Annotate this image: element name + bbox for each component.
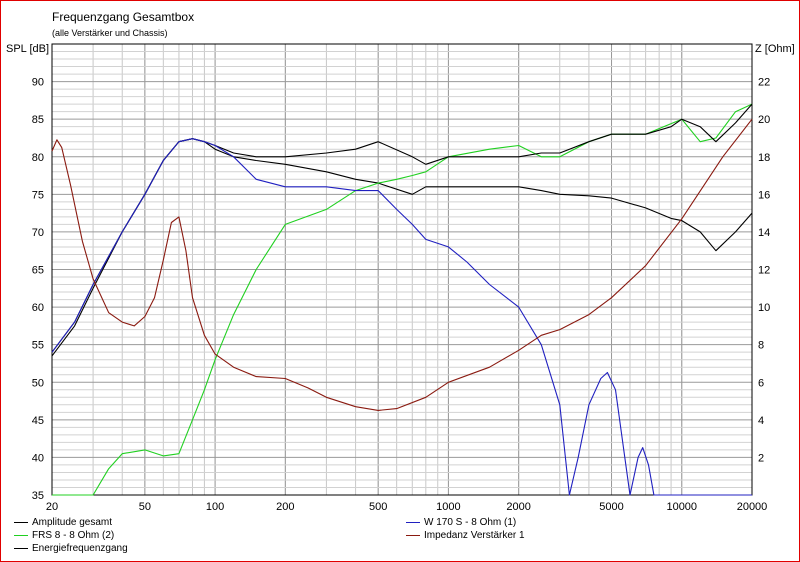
y-right-tick-label: 16	[758, 189, 770, 201]
y-right-tick-label: 6	[758, 377, 764, 389]
y-left-tick-label: 75	[32, 189, 44, 201]
chart-subtitle: (alle Verstärker und Chassis)	[52, 28, 168, 38]
plot-frame	[51, 43, 753, 496]
series-line-w-170-s-8-ohm-1	[51, 138, 752, 496]
x-tick-label: 5000	[599, 501, 623, 513]
legend-label: W 170 S - 8 Ohm (1)	[424, 517, 517, 528]
y-right-tick-label: 10	[758, 302, 770, 314]
legend-swatch	[14, 535, 28, 536]
y-right-tick-label: 14	[758, 227, 770, 239]
y-right-tick-label: 4	[758, 415, 764, 427]
legend-label: Energiefrequenzgang	[32, 543, 128, 554]
x-tick-label: 20	[46, 501, 58, 513]
y-left-tick-label: 85	[32, 114, 44, 126]
x-tick-label: 2000	[506, 501, 530, 513]
legend-swatch	[14, 548, 28, 549]
y-right-tick-label: 22	[758, 77, 770, 89]
y-right-tick-label: 8	[758, 340, 764, 352]
y-right-tick-label: 12	[758, 265, 770, 277]
y-right-tick-label: 18	[758, 152, 770, 164]
y-left-tick-label: 65	[32, 265, 44, 277]
legend-label: Amplitude gesamt	[32, 517, 113, 528]
legend-label: FRS 8 - 8 Ohm (2)	[32, 530, 115, 541]
y-left-tick-label: 90	[32, 77, 44, 89]
x-tick-label: 100	[206, 501, 224, 513]
y-right-tick-label: 20	[758, 114, 770, 126]
x-tick-label: 500	[369, 501, 387, 513]
x-tick-label: 50	[139, 501, 151, 513]
x-tick-label: 200	[276, 501, 294, 513]
y-left-tick-label: 40	[32, 452, 44, 464]
legend-swatch	[14, 522, 28, 523]
y-left-tick-label: 35	[32, 490, 44, 502]
legend-label: Impedanz Verstärker 1	[424, 530, 525, 541]
y-left-tick-label: 60	[32, 302, 44, 314]
legend-swatch	[406, 522, 420, 523]
x-tick-label: 10000	[666, 501, 697, 513]
y-left-tick-label: 50	[32, 377, 44, 389]
x-tick-label: 1000	[436, 501, 460, 513]
series-line-impedanz-verst-rker-1	[51, 118, 753, 411]
legend-swatch	[406, 535, 420, 536]
y-axis-left-label: SPL [dB]	[6, 43, 50, 55]
y-left-tick-label: 45	[32, 415, 44, 427]
chart-title: Frequenzgang Gesamtbox	[52, 10, 195, 24]
y-left-tick-label: 55	[32, 340, 44, 352]
y-left-tick-label: 80	[32, 152, 44, 164]
y-left-tick-label: 70	[32, 227, 44, 239]
y-axis-right-label: Z [Ohm]	[755, 43, 795, 55]
x-tick-label: 20000	[737, 501, 768, 513]
y-right-tick-label: 2	[758, 452, 764, 464]
